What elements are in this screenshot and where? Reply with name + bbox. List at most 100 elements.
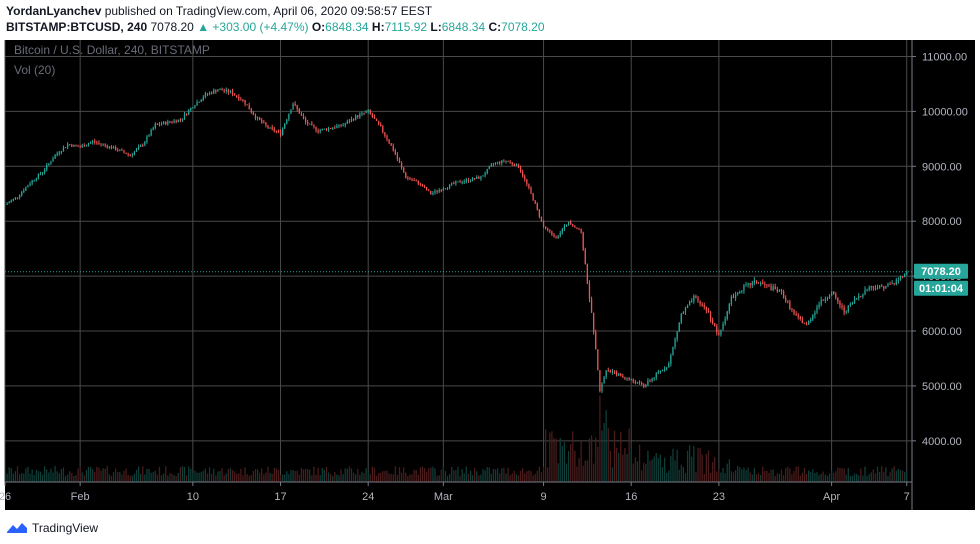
candle-body — [156, 124, 159, 126]
candle-body — [302, 115, 305, 119]
candle-body — [682, 311, 685, 314]
volume-bar — [286, 471, 288, 482]
y-tick-label: 9000.00 — [922, 161, 962, 173]
volume-bar — [780, 469, 783, 482]
brand-name[interactable]: TradingView — [32, 521, 99, 535]
volume-bar — [227, 469, 229, 482]
candle-body — [244, 99, 246, 105]
volume-bar — [751, 474, 753, 482]
volume-bar — [396, 474, 399, 482]
candle-body — [801, 319, 804, 324]
candle-body — [638, 382, 641, 384]
candle-body — [653, 377, 655, 379]
volume-bar — [666, 472, 668, 482]
volume-bar — [716, 471, 718, 482]
candle-body — [375, 118, 378, 121]
volume-bar — [636, 461, 639, 482]
candle-body — [219, 89, 221, 91]
volume-bar — [208, 467, 211, 482]
candle-body — [641, 382, 643, 385]
candle-body — [499, 161, 501, 164]
volume-bar — [471, 475, 474, 482]
candle-body — [478, 177, 480, 179]
candle-body — [749, 283, 751, 286]
candle-body — [110, 146, 113, 149]
volume-bar — [60, 469, 63, 482]
candle-body — [904, 274, 906, 277]
volume-bar — [269, 472, 271, 482]
volume-bar — [202, 470, 204, 482]
volume-bar — [757, 473, 760, 482]
candle-body — [436, 190, 438, 192]
volume-bar — [578, 458, 580, 482]
volume-bar — [686, 450, 689, 482]
candle-body — [200, 99, 202, 102]
volume-bar — [27, 466, 29, 482]
volume-bar — [739, 467, 741, 482]
volume-bar — [238, 473, 240, 482]
price-chart[interactable]: 11000.0010000.009000.008000.007000.00600… — [0, 38, 980, 512]
candle-body — [572, 224, 574, 226]
volume-bar — [737, 466, 739, 482]
volume-bar — [897, 468, 900, 482]
volume-bar — [10, 468, 12, 482]
volume-bar — [749, 472, 751, 482]
volume-bar — [369, 474, 371, 482]
x-tick-label: 9 — [540, 491, 546, 503]
candle-body — [56, 153, 58, 156]
volume-bar — [242, 475, 244, 482]
volume-bar — [726, 463, 728, 482]
candle-body — [152, 128, 154, 131]
volume-bar — [54, 466, 56, 482]
candle-body — [33, 180, 35, 182]
volume-bar — [782, 475, 785, 482]
volume-bar — [315, 474, 317, 482]
candle-body — [674, 338, 676, 347]
candle-body — [570, 221, 572, 225]
volume-bar — [536, 470, 538, 482]
volume-bar — [329, 474, 332, 482]
candle-body — [785, 298, 787, 301]
volume-bar — [300, 468, 303, 482]
candle-body — [730, 296, 733, 305]
volume-bar — [747, 467, 749, 482]
time-axis[interactable]: 26 Feb 10 17 24 Mar 9 16 23 Apr 7 — [0, 482, 910, 503]
volume-bar — [392, 474, 394, 482]
candle-body — [58, 152, 60, 154]
candle-body — [547, 228, 549, 231]
candle-body — [81, 145, 83, 148]
volume-bar — [743, 467, 745, 482]
candle-body — [165, 122, 167, 125]
price-axis[interactable]: 11000.0010000.009000.008000.007000.00600… — [912, 51, 968, 448]
candle-body — [313, 124, 315, 127]
volume-bar — [482, 469, 484, 482]
volume-bar — [776, 473, 778, 482]
volume-bar — [127, 474, 129, 482]
candle-body — [240, 99, 242, 101]
volume-bar — [340, 469, 342, 482]
candle-body — [496, 161, 499, 163]
volume-bar — [551, 431, 553, 482]
candle-body — [739, 291, 741, 293]
volume-bar — [532, 475, 534, 482]
volume-bar — [572, 431, 574, 482]
low-label: L: — [430, 20, 442, 34]
candle-body — [544, 226, 547, 229]
candle-body — [254, 114, 257, 119]
volume-bar — [171, 473, 173, 482]
candle-body — [367, 109, 369, 112]
volume-bar — [277, 470, 280, 482]
volume-bar — [651, 459, 653, 482]
volume-bar — [169, 472, 171, 482]
volume-bar — [428, 468, 430, 482]
candle-body — [528, 184, 530, 188]
volume-bar — [542, 466, 545, 482]
candle-body — [185, 113, 188, 115]
candle-body — [252, 112, 255, 115]
candle-body — [390, 143, 392, 146]
author-name[interactable]: YordanLyanchev — [6, 4, 102, 18]
candle-body — [868, 287, 870, 290]
candle-body — [714, 323, 716, 327]
candle-body — [202, 97, 204, 100]
volume-bar — [85, 469, 88, 482]
